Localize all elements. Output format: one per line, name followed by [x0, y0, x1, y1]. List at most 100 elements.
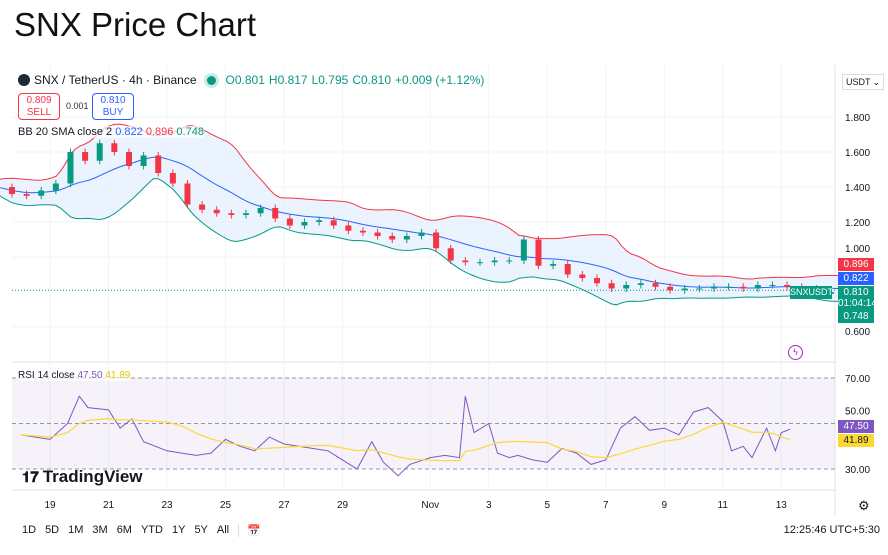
candle-body	[403, 236, 410, 240]
bb-legend[interactable]: BB 20 SMA close 2 0.822 0.896 0.748	[18, 126, 204, 138]
bb-lower: 0.748	[176, 126, 204, 138]
candle-body	[564, 264, 571, 275]
candle-body	[623, 285, 630, 289]
sell-button[interactable]: 0.809 SELL	[18, 93, 60, 120]
tv-logo-icon: 𝟏𝟕	[22, 468, 39, 486]
candle-body	[111, 143, 118, 152]
chevron-down-icon: ⌄	[872, 77, 880, 87]
bb-label: BB 20 SMA close 2	[18, 126, 113, 138]
time-tick-label: 9	[661, 500, 667, 511]
bb-lower-line	[0, 178, 841, 306]
candle-body	[754, 285, 761, 289]
candle-body	[140, 155, 147, 166]
range-3m[interactable]: 3M	[92, 524, 108, 536]
candle-body	[593, 278, 600, 284]
rsi-tick-label: 70.00	[845, 374, 870, 385]
time-tick-label: 21	[103, 500, 115, 511]
spread: 0.001	[66, 101, 89, 111]
bb-basis-tag: 0.822	[838, 272, 874, 285]
price-tick-label: 1.400	[845, 183, 870, 194]
candle-body	[272, 208, 279, 219]
candle-body	[242, 213, 249, 215]
range-all[interactable]: All	[216, 524, 230, 536]
candle-body	[52, 183, 59, 191]
price-tick-label: 0.600	[845, 327, 870, 338]
go-to-date-calendar-icon[interactable]: 📅	[238, 524, 261, 537]
candle-body	[447, 248, 454, 261]
candle-body	[125, 152, 132, 166]
ohlc-close: C0.810	[352, 73, 392, 87]
rsi-tick-label: 30.00	[845, 465, 870, 476]
candle-body	[82, 152, 89, 161]
rsi-ma-line	[20, 417, 791, 462]
rsi-legend[interactable]: RSI 14 close 47.50 41.89	[18, 370, 131, 381]
ohlc-change: +0.009 (+1.12%)	[395, 73, 485, 87]
candle-body	[608, 283, 615, 289]
settings-gear-icon[interactable]: ⚙	[858, 498, 870, 513]
candle-body	[696, 288, 703, 290]
price-tick-label: 1.000	[845, 244, 870, 255]
lightning-icon[interactable]: ϟ	[788, 345, 803, 360]
buy-button[interactable]: 0.810 BUY	[92, 93, 134, 120]
snx-logo-icon	[18, 74, 30, 86]
range-5y[interactable]: 5Y	[194, 524, 208, 536]
rsi-tick-label: 50.00	[845, 407, 870, 418]
tradingview-logo[interactable]: 𝟏𝟕 TradingView	[22, 467, 143, 487]
range-1m[interactable]: 1M	[68, 524, 84, 536]
candle-body	[374, 232, 381, 236]
candle-body	[330, 220, 337, 226]
rsi-band	[12, 378, 835, 469]
symbol-tag: SNXUSDT	[790, 286, 834, 299]
time-tick-label: 19	[44, 500, 56, 511]
clock: 12:25:46 UTC+5:30	[783, 524, 880, 536]
candle-body	[301, 222, 308, 226]
candle-body	[257, 208, 264, 214]
bb-band-fill	[0, 124, 841, 305]
candle-body	[38, 190, 45, 196]
candle-body	[637, 283, 644, 285]
price-tick-label: 1.200	[845, 218, 870, 229]
rsi-label: RSI 14 close	[18, 370, 75, 381]
candle-body	[199, 204, 206, 210]
time-tick-label: Nov	[421, 500, 439, 511]
bb-upper-tag: 0.896	[838, 258, 874, 271]
ohlc-high: H0.817	[268, 73, 308, 87]
last-price-tag: 0.810 01:04:14	[838, 286, 877, 310]
candle-body	[667, 286, 674, 291]
time-tick-label: 29	[337, 500, 349, 511]
bb-lower-tag: 0.748	[838, 310, 874, 323]
currency-select[interactable]: USDT ⌄	[842, 74, 884, 90]
last-price: 0.810	[843, 287, 869, 298]
range-6m[interactable]: 6M	[116, 524, 132, 536]
sell-price: 0.809	[26, 95, 52, 106]
range-5d[interactable]: 5D	[45, 524, 60, 536]
sell-label: SELL	[26, 107, 52, 118]
bb-upper: 0.896	[145, 126, 174, 138]
bar-countdown: 01:04:14	[838, 298, 877, 309]
range-1y[interactable]: 1Y	[171, 524, 186, 536]
time-tick-label: 13	[776, 500, 788, 511]
time-tick-label: 7	[603, 500, 609, 511]
branding: TradingView	[42, 467, 143, 486]
range-ytd[interactable]: YTD	[140, 524, 163, 536]
price-tick-label: 1.800	[845, 113, 870, 124]
range-1d[interactable]: 1D	[22, 524, 37, 536]
time-tick-label: 11	[718, 500, 729, 511]
candle-body	[784, 285, 791, 287]
symbol-title[interactable]: SNX / TetherUS · 4h · Binance	[34, 73, 197, 87]
candle-body	[506, 260, 513, 262]
candle-body	[67, 152, 74, 184]
candle-body	[652, 283, 659, 287]
candle-body	[345, 225, 352, 231]
candle-body	[681, 288, 688, 291]
candle-body	[155, 155, 162, 173]
candle-body	[184, 183, 191, 205]
candle-body	[740, 286, 747, 289]
candle-body	[96, 143, 103, 161]
candle-body	[286, 218, 293, 226]
rsi-line	[20, 395, 791, 477]
candle-body	[710, 286, 717, 289]
candle-body	[23, 194, 30, 196]
rsi-value: 47.50	[77, 370, 103, 381]
